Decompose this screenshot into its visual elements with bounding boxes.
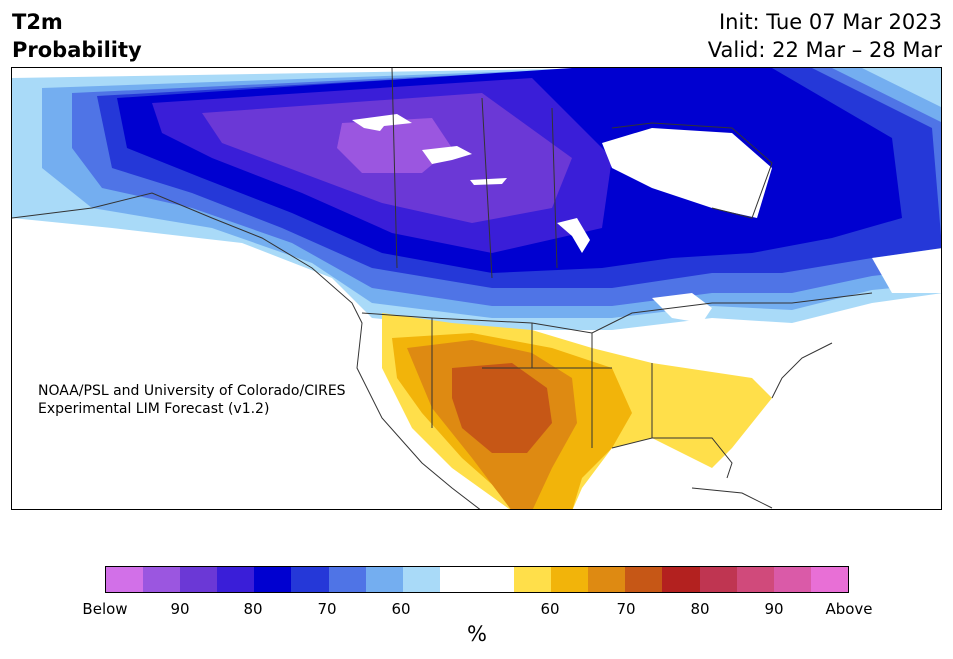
colorbar-segment [328, 567, 366, 592]
colorbar-segment [365, 567, 403, 592]
boundaries [12, 68, 873, 509]
below-normal-shading [12, 68, 941, 330]
map-credit: NOAA/PSL and University of Colorado/CIRE… [38, 382, 346, 418]
colorbar-segment [773, 567, 811, 592]
above-normal-shading [382, 313, 772, 509]
colorbar-tick-label: 80 [243, 600, 263, 618]
colorbar-segment [551, 567, 589, 592]
colorbar-tick-label: 80 [690, 600, 710, 618]
probability-map-svg [12, 68, 941, 509]
forecast-dates: Init: Tue 07 Mar 2023 Valid: 22 Mar – 28… [708, 8, 942, 64]
colorbar-segment [143, 567, 181, 592]
map-title: T2m Probability [12, 8, 142, 64]
colorbar-segment [402, 567, 440, 592]
colorbar-segment [588, 567, 626, 592]
colorbar-segment [514, 567, 552, 592]
forecast-map [11, 67, 942, 510]
colorbar-segment [476, 567, 515, 592]
probability-colorbar [105, 566, 849, 593]
colorbar-tick-label: Above [825, 600, 873, 618]
colorbar-segment [810, 567, 848, 592]
colorbar-tick-label: 60 [391, 600, 411, 618]
colorbar-tick-label: 90 [764, 600, 784, 618]
lakes [352, 114, 941, 323]
colorbar-tick-label: 70 [616, 600, 636, 618]
title-line-2: Probability [12, 38, 142, 62]
colorbar-segment [625, 567, 663, 592]
credit-line-1: NOAA/PSL and University of Colorado/CIRE… [38, 383, 346, 399]
credit-line-2: Experimental LIM Forecast (v1.2) [38, 401, 270, 417]
colorbar-segment [736, 567, 774, 592]
colorbar-tick-label: 60 [540, 600, 560, 618]
colorbar-segment [254, 567, 292, 592]
colorbar-tick-label: 70 [317, 600, 337, 618]
title-line-1: T2m [12, 10, 63, 34]
colorbar-segment [180, 567, 218, 592]
colorbar-tick-label: Below [82, 600, 128, 618]
colorbar-segment [699, 567, 737, 592]
init-date: Init: Tue 07 Mar 2023 [718, 10, 942, 34]
valid-date: Valid: 22 Mar – 28 Mar [707, 38, 942, 62]
colorbar-segment [217, 567, 255, 592]
colorbar-unit-label: % [467, 622, 487, 646]
colorbar-tick-label: 90 [170, 600, 190, 618]
colorbar-segment [662, 567, 700, 592]
colorbar-segment [106, 567, 144, 592]
colorbar-segment [291, 567, 329, 592]
colorbar-segment [439, 567, 477, 592]
